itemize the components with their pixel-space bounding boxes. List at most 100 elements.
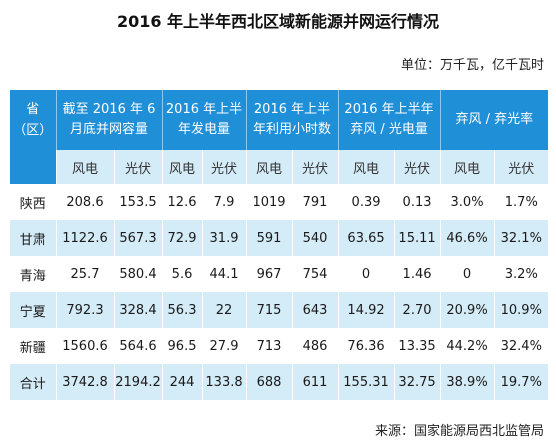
row-province: 新疆 [10,328,56,364]
header-row-subcolumns: 风电 光伏 风电 光伏 风电 光伏 风电 光伏 风电 光伏 [10,150,549,184]
header-curtailed-line1: 2016 年上半年 [344,102,434,117]
page-title: 2016 年上半年西北区域新能源并网运行情况 [116,12,440,31]
sub-header-wind: 风电 [161,150,203,184]
header-curtailed-energy: 2016 年上半年 弃风 / 光电量 [337,90,441,150]
cell: 96.5 [161,328,203,364]
cell: 14.92 [337,292,395,328]
cell: 7.9 [201,184,247,220]
header-capacity: 截至 2016 年 6 月底并网容量 [55,90,163,150]
header-province-line1: 省 [26,102,40,117]
cell: 715 [245,292,293,328]
cell: 0.39 [337,184,395,220]
cell: 540 [291,220,339,256]
row-province: 合计 [10,364,56,400]
cell: 580.4 [113,256,163,292]
cell: 1122.6 [55,220,114,256]
table-row: 宁夏 792.3 328.4 56.3 22 715 643 14.92 2.7… [10,292,549,328]
cell: 0 [439,256,495,292]
cell: 792.3 [55,292,114,328]
cell: 5.6 [161,256,203,292]
cell: 12.6 [161,184,203,220]
cell: 754 [291,256,339,292]
cell: 3.0% [439,184,495,220]
cell: 32.4% [493,328,549,364]
table-row: 青海 25.7 580.4 5.6 44.1 967 754 0 1.46 0 … [10,256,549,292]
cell: 44.1 [201,256,247,292]
sub-header-solar: 光伏 [291,150,339,184]
cell: 567.3 [113,220,163,256]
header-generation-line2: 年发电量 [178,122,231,137]
cell: 591 [245,220,293,256]
sub-header-wind: 风电 [337,150,395,184]
cell: 486 [291,328,339,364]
row-province: 青海 [10,256,56,292]
header-curtailment-rate: 弃风 / 弃光率 [439,90,549,150]
cell: 791 [291,184,339,220]
header-province: 省 （区） [10,90,56,150]
cell: 1.7% [493,184,549,220]
cell: 713 [245,328,293,364]
cell: 643 [291,292,339,328]
header-hours-line2: 年利用小时数 [253,122,332,137]
table-row: 甘肃 1122.6 567.3 72.9 31.9 591 540 63.65 … [10,220,549,256]
cell: 1019 [245,184,293,220]
sub-header-wind: 风电 [245,150,293,184]
cell: 27.9 [201,328,247,364]
cell: 46.6% [439,220,495,256]
header-rate-line1: 弃风 / 弃光率 [455,112,534,127]
cell: 72.9 [161,220,203,256]
sub-header-solar: 光伏 [393,150,441,184]
cell: 611 [291,364,339,400]
cell: 44.2% [439,328,495,364]
table-row: 新疆 1560.6 564.6 96.5 27.9 713 486 76.36 … [10,328,549,364]
sub-header-solar: 光伏 [113,150,163,184]
header-generation-line1: 2016 年上半 [165,102,243,117]
cell: 0.13 [393,184,441,220]
cell: 133.8 [201,364,247,400]
cell: 564.6 [113,328,163,364]
cell: 25.7 [55,256,114,292]
header-province-line2: （区） [13,123,53,138]
cell: 1.46 [393,256,441,292]
cell: 153.5 [113,184,163,220]
grid-operation-table: 省 （区） 截至 2016 年 6 月底并网容量 2016 年上半 年发电量 2… [10,90,549,400]
cell: 688 [245,364,293,400]
cell: 32.75 [393,364,441,400]
cell: 2194.2 [113,364,163,400]
row-province: 陕西 [10,184,56,220]
source-note: 来源：国家能源局西北监管局 [374,424,544,439]
cell: 31.9 [201,220,247,256]
header-row-groups: 省 （区） 截至 2016 年 6 月底并网容量 2016 年上半 年发电量 2… [10,90,549,150]
sub-header-solar: 光伏 [493,150,549,184]
sub-header-wind: 风电 [439,150,495,184]
cell: 63.65 [337,220,395,256]
cell: 328.4 [113,292,163,328]
cell: 22 [201,292,247,328]
cell: 19.7% [493,364,549,400]
cell: 0 [337,256,395,292]
total-row: 合计 3742.8 2194.2 244 133.8 688 611 155.3… [10,364,549,400]
header-generation: 2016 年上半 年发电量 [161,90,247,150]
sub-header-solar: 光伏 [201,150,247,184]
cell: 20.9% [439,292,495,328]
sub-header-wind: 风电 [55,150,114,184]
unit-note: 单位：万千瓦，亿千瓦时 [400,58,544,73]
cell: 967 [245,256,293,292]
header-utilization-hours: 2016 年上半 年利用小时数 [245,90,339,150]
cell: 155.31 [337,364,395,400]
table-row: 陕西 208.6 153.5 12.6 7.9 1019 791 0.39 0.… [10,184,549,220]
row-province: 甘肃 [10,220,56,256]
cell: 244 [161,364,203,400]
cell: 10.9% [493,292,549,328]
cell: 13.35 [393,328,441,364]
cell: 3742.8 [55,364,114,400]
header-hours-line1: 2016 年上半 [253,102,331,117]
cell: 32.1% [493,220,549,256]
header-capacity-line1: 截至 2016 年 6 [62,102,156,117]
header-capacity-line2: 月底并网容量 [70,122,149,137]
cell: 208.6 [55,184,114,220]
cell: 2.70 [393,292,441,328]
cell: 3.2% [493,256,549,292]
cell: 15.11 [393,220,441,256]
cell: 56.3 [161,292,203,328]
